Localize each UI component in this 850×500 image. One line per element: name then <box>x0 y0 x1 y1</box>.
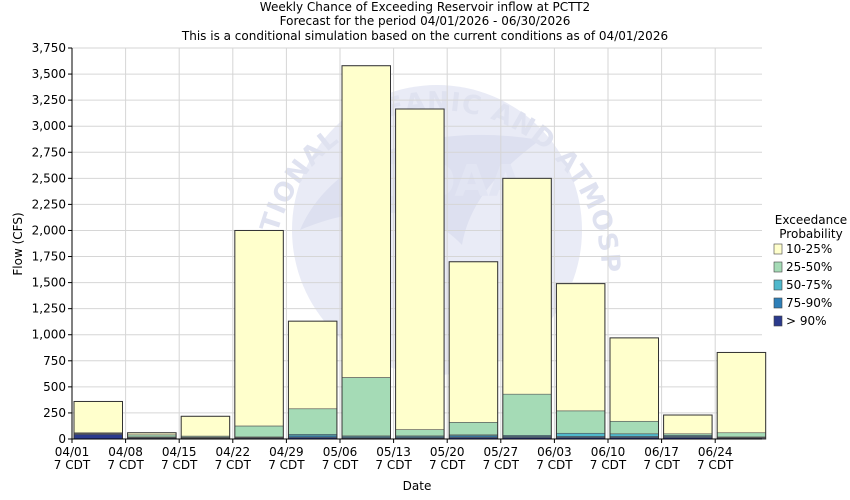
bar-segment <box>556 283 606 412</box>
x-tick-label-date: 04/15 <box>162 445 197 459</box>
bar-segment <box>180 415 230 437</box>
bar-segment <box>502 178 552 395</box>
y-tick-label: 1,250 <box>32 302 66 316</box>
y-tick-label: 1,500 <box>32 276 66 290</box>
legend-swatch <box>773 279 783 291</box>
x-tick-label-date: 04/08 <box>108 445 143 459</box>
legend-label: 50-75% <box>786 278 832 292</box>
x-tick-label-time: 7 CDT <box>268 458 305 472</box>
y-tick-label: 2,500 <box>32 171 66 185</box>
bar-segment <box>556 432 606 437</box>
y-tick-labels: 0 250 500 750 1,000 1,250 1,500 1,750 2,000 2,250… <box>32 41 66 446</box>
x-tick-label-date: 05/06 <box>323 445 358 459</box>
title-line-3: This is a conditional simulation based o… <box>181 29 668 43</box>
bar-segment <box>395 429 445 437</box>
x-tick-label-date: 05/13 <box>376 445 411 459</box>
bar-segment <box>395 108 445 430</box>
bar-segment <box>448 261 499 423</box>
bar-segment <box>716 432 767 438</box>
bar-segment <box>716 352 767 434</box>
x-tick-label-time: 7 CDT <box>697 458 734 472</box>
x-tick-label-time: 7 CDT <box>429 458 466 472</box>
bar-segment <box>448 422 499 436</box>
bars <box>73 65 767 440</box>
y-tick-label: 2,750 <box>32 145 66 159</box>
bar-segment <box>73 434 123 440</box>
x-tick-label-date: 04/29 <box>269 445 304 459</box>
x-tick-label-date: 06/17 <box>644 445 679 459</box>
y-tick-label: 750 <box>43 354 66 368</box>
legend-swatch <box>773 261 783 273</box>
legend-label: 25-50% <box>786 260 832 274</box>
y-tick-label: 250 <box>43 406 66 420</box>
title-line-2: Forecast for the period 04/01/2026 - 06/… <box>280 14 571 28</box>
legend-label: > 90% <box>786 314 827 328</box>
bar-segment <box>288 408 338 435</box>
bar-segment <box>73 401 123 434</box>
bar-segment <box>341 65 391 378</box>
x-tick-label-time: 7 CDT <box>161 458 198 472</box>
x-tick-label-date: 06/10 <box>591 445 626 459</box>
x-tick-label-date: 04/22 <box>216 445 251 459</box>
legend-swatch <box>773 315 783 327</box>
x-tick-label-date: 04/01 <box>55 445 90 459</box>
y-tick-label: 3,250 <box>32 93 66 107</box>
bar-segment <box>234 425 284 438</box>
y-tick-label: 3,750 <box>32 41 66 55</box>
legend-title-line-2: Probability <box>779 227 842 241</box>
chart-title: Weekly Chance of Exceeding Reservoir inf… <box>181 0 668 43</box>
y-axis-label: Flow (CFS) <box>11 212 25 275</box>
title-line-1: Weekly Chance of Exceeding Reservoir inf… <box>260 0 590 14</box>
legend-swatch <box>773 243 783 255</box>
bar-segment <box>341 377 391 437</box>
legend-swatch <box>773 297 783 309</box>
legend: Exceedance Probability 10-25% 25-50% 50-75… <box>773 213 847 328</box>
x-tick-label-date: 05/27 <box>484 445 519 459</box>
legend-label: 10-25% <box>786 242 832 256</box>
x-tick-label-time: 7 CDT <box>643 458 680 472</box>
x-tick-label-time: 7 CDT <box>536 458 573 472</box>
x-tick-label-date: 05/20 <box>430 445 465 459</box>
bar-segment <box>502 393 552 436</box>
x-tick-label-time: 7 CDT <box>590 458 627 472</box>
x-tick-label-time: 7 CDT <box>107 458 144 472</box>
y-tick-label: 3,000 <box>32 119 66 133</box>
x-axis-label: Date <box>403 479 432 493</box>
bar-segment <box>609 337 659 422</box>
x-tick-label-date: 06/24 <box>698 445 733 459</box>
y-tick-label: 1,750 <box>32 250 66 264</box>
x-tick-label-time: 7 CDT <box>375 458 412 472</box>
y-tick-label: 2,000 <box>32 223 66 237</box>
bar-segment <box>127 434 177 438</box>
legend-title-line-1: Exceedance <box>775 213 847 227</box>
axes <box>68 47 762 443</box>
x-tick-label-date: 06/03 <box>537 445 572 459</box>
bar-segment <box>234 230 284 427</box>
bar-segment <box>663 414 713 435</box>
y-tick-label: 500 <box>43 380 66 394</box>
x-tick-label-time: 7 CDT <box>215 458 252 472</box>
y-tick-label: 1,000 <box>32 328 66 342</box>
y-tick-label: 0 <box>58 432 66 446</box>
y-tick-label: 2,250 <box>32 197 66 211</box>
y-tick-label: 3,500 <box>32 67 66 81</box>
legend-label: 75-90% <box>786 296 832 310</box>
bar-segment <box>288 320 338 410</box>
x-tick-label-time: 7 CDT <box>322 458 359 472</box>
bar-segment <box>609 433 659 437</box>
x-tick-label-time: 7 CDT <box>483 458 520 472</box>
bar-segment <box>609 420 659 435</box>
bar-segment <box>556 410 606 434</box>
x-tick-label-time: 7 CDT <box>54 458 91 472</box>
